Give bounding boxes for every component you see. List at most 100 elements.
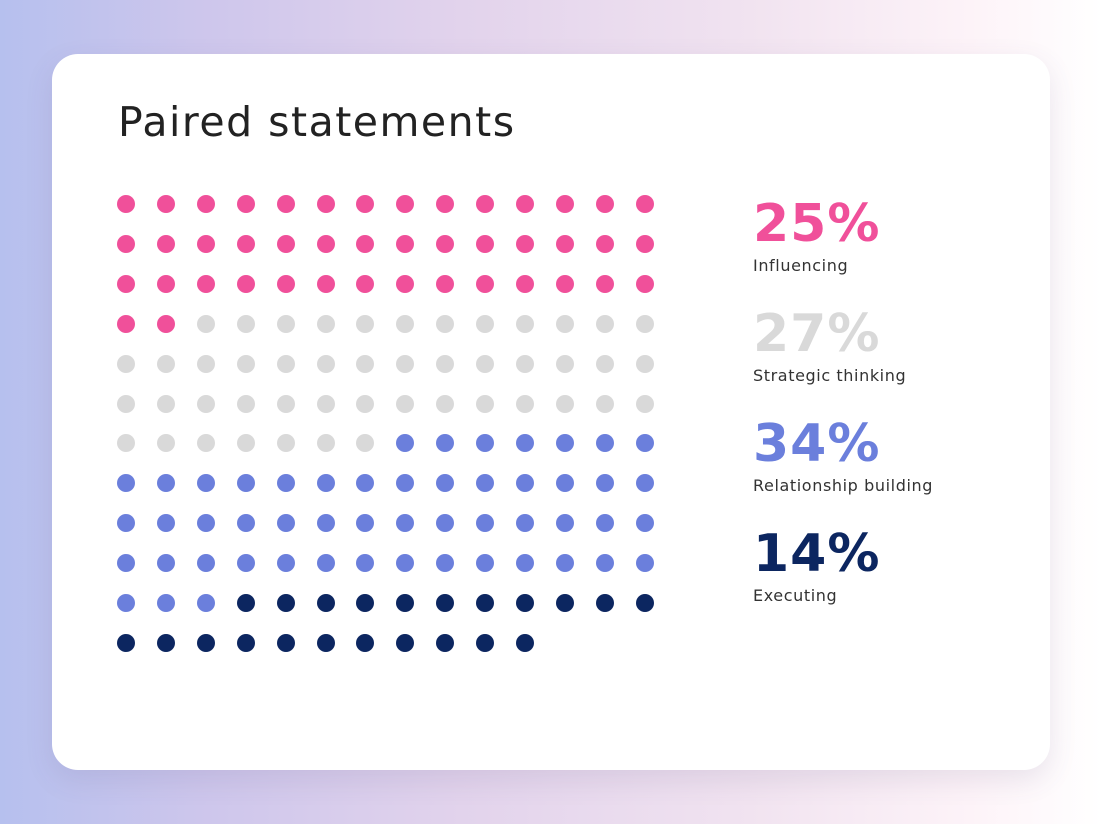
dot-influencing <box>595 274 614 293</box>
dot-strategic-thinking <box>476 394 495 413</box>
dot-relationship-building <box>117 474 135 493</box>
dot-strategic-thinking <box>516 394 534 413</box>
dot-relationship-building <box>396 514 415 533</box>
dot-relationship-building <box>436 554 455 573</box>
dot-strategic-thinking <box>316 434 335 453</box>
legend-label-executing: Executing <box>753 586 838 605</box>
dot-executing <box>436 633 455 652</box>
dot-executing <box>236 594 255 612</box>
dot-executing <box>516 633 534 652</box>
legend-label-relationship-building: Relationship building <box>753 476 933 495</box>
dot-strategic-thinking <box>196 394 215 413</box>
dot-relationship-building <box>316 474 335 493</box>
dot-relationship-building <box>156 514 175 533</box>
dot-executing <box>555 594 574 612</box>
dot-influencing <box>117 234 135 253</box>
dot-relationship-building <box>236 554 255 573</box>
dot-relationship-building <box>555 434 574 453</box>
legend-label-strategic-thinking: Strategic thinking <box>753 366 907 385</box>
dot-strategic-thinking <box>156 354 175 373</box>
dot-relationship-building <box>356 554 375 573</box>
legend-item-strategic-thinking: 27% Strategic thinking <box>753 302 1013 412</box>
dot-influencing <box>156 195 175 213</box>
legend-value-influencing: 25% <box>753 194 881 254</box>
dot-influencing <box>476 195 495 213</box>
dot-relationship-building <box>476 434 495 453</box>
dot-strategic-thinking <box>396 314 415 333</box>
dot-strategic-thinking <box>356 434 375 453</box>
dot-relationship-building <box>555 474 574 493</box>
dot-relationship-building <box>396 554 415 573</box>
dot-influencing <box>156 274 175 293</box>
dot-influencing <box>436 234 455 253</box>
dot-influencing <box>236 234 255 253</box>
dot-relationship-building <box>156 474 175 493</box>
dot-strategic-thinking <box>117 354 135 373</box>
dot-influencing <box>516 234 534 253</box>
dot-relationship-building <box>276 474 295 493</box>
dot-strategic-thinking <box>595 394 614 413</box>
dot-influencing <box>236 274 255 293</box>
dot-executing <box>316 633 335 652</box>
legend-value-relationship-building: 34% <box>753 414 881 474</box>
dot-influencing <box>635 274 654 293</box>
legend-item-relationship-building: 34% Relationship building <box>753 412 1013 522</box>
dot-influencing <box>356 195 375 213</box>
dot-strategic-thinking <box>555 314 574 333</box>
dot-executing <box>316 594 335 612</box>
legend-item-influencing: 25% Influencing <box>753 192 1013 302</box>
dot-influencing <box>196 195 215 213</box>
dot-relationship-building <box>555 514 574 533</box>
dot-influencing <box>595 234 614 253</box>
dot-relationship-building <box>436 434 455 453</box>
dot-influencing <box>635 234 654 253</box>
dot-relationship-building <box>555 554 574 573</box>
dot-strategic-thinking <box>635 394 654 413</box>
dot-relationship-building <box>476 474 495 493</box>
dot-executing <box>396 594 415 612</box>
dot-strategic-thinking <box>436 354 455 373</box>
dot-strategic-thinking <box>396 394 415 413</box>
dot-relationship-building <box>635 554 654 573</box>
dot-strategic-thinking <box>276 434 295 453</box>
dot-executing <box>436 594 455 612</box>
dot-strategic-thinking <box>356 314 375 333</box>
dot-strategic-thinking <box>635 354 654 373</box>
dot-influencing <box>196 274 215 293</box>
dot-strategic-thinking <box>595 314 614 333</box>
dot-influencing <box>396 234 415 253</box>
dot-influencing <box>236 195 255 213</box>
dot-strategic-thinking <box>595 354 614 373</box>
dot-influencing <box>476 234 495 253</box>
dot-influencing <box>276 274 295 293</box>
legend-item-executing: 14% Executing <box>753 522 1013 632</box>
dot-strategic-thinking <box>196 354 215 373</box>
dot-relationship-building <box>595 474 614 493</box>
dot-relationship-building <box>516 554 534 573</box>
dot-influencing <box>316 195 335 213</box>
legend-value-strategic-thinking: 27% <box>753 304 881 364</box>
chart-card: Paired statements 25% Influencing 27% St… <box>52 54 1050 770</box>
dot-influencing <box>156 234 175 253</box>
dot-strategic-thinking <box>196 314 215 333</box>
dot-strategic-thinking <box>236 314 255 333</box>
dot-executing <box>236 633 255 652</box>
dot-strategic-thinking <box>276 314 295 333</box>
dot-strategic-thinking <box>436 314 455 333</box>
dot-strategic-thinking <box>476 354 495 373</box>
dot-strategic-thinking <box>316 314 335 333</box>
dot-strategic-thinking <box>396 354 415 373</box>
dot-influencing <box>396 195 415 213</box>
chart-title: Paired statements <box>118 98 516 146</box>
dot-executing <box>396 633 415 652</box>
dot-strategic-thinking <box>236 354 255 373</box>
dot-strategic-thinking <box>356 394 375 413</box>
dot-relationship-building <box>236 474 255 493</box>
dot-influencing <box>196 234 215 253</box>
dot-relationship-building <box>595 514 614 533</box>
dot-executing <box>156 633 175 652</box>
dot-influencing <box>356 234 375 253</box>
dot-strategic-thinking <box>635 314 654 333</box>
dot-influencing <box>356 274 375 293</box>
dot-relationship-building <box>635 514 654 533</box>
